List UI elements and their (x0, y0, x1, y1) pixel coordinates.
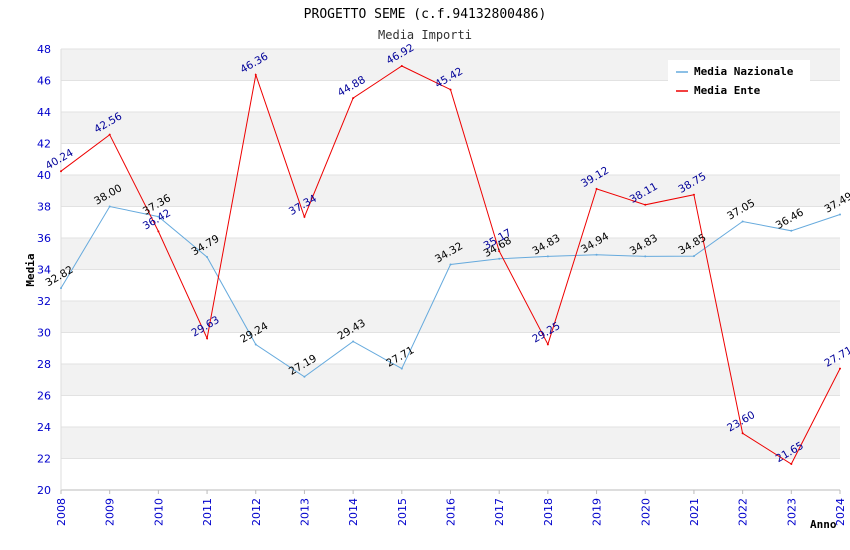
data-point (400, 367, 403, 370)
x-tick-label: 2023 (785, 498, 798, 526)
data-point (839, 213, 841, 216)
data-point (60, 170, 62, 173)
y-tick-label: 22 (37, 453, 51, 466)
data-point (790, 463, 793, 466)
x-tick-label: 2014 (347, 498, 360, 526)
y-tick-label: 28 (37, 358, 51, 371)
data-point (254, 343, 257, 346)
y-tick-label: 24 (37, 421, 51, 434)
x-tick-label: 2018 (542, 498, 555, 526)
data-point (108, 205, 111, 208)
data-point (254, 73, 257, 76)
data-point (206, 256, 209, 259)
data-point (692, 193, 695, 196)
x-tick-label: 2011 (201, 498, 214, 526)
grid-band (61, 301, 840, 333)
legend-box (668, 60, 810, 102)
data-point (498, 250, 501, 253)
x-tick-label: 2012 (250, 498, 263, 526)
data-point (644, 255, 647, 258)
data-point (595, 253, 598, 256)
y-tick-labels: 20 22 24 26 28 30 32 34 36 38 40 42 44 46 48 (37, 43, 51, 497)
series-line-media-nazionale (60, 205, 841, 378)
x-tick-label: 2021 (688, 498, 701, 526)
legend-label-media-nazionale: Media Nazionale (694, 65, 794, 78)
x-tick-label: 2009 (104, 498, 117, 526)
data-point (839, 367, 841, 370)
data-point (108, 133, 111, 136)
data-point (400, 65, 403, 68)
series-lines (60, 65, 841, 466)
data-point (546, 343, 549, 346)
data-point (741, 432, 744, 435)
grid-bands (61, 49, 840, 459)
x-tick-label: 2013 (298, 498, 311, 526)
data-point (449, 263, 452, 266)
grid-band (61, 112, 840, 144)
y-tick-label: 26 (37, 390, 51, 403)
x-tick-label: 2008 (55, 498, 68, 526)
legend: Media Nazionale Media Ente (668, 60, 810, 102)
chart-title: PROGETTO SEME (c.f.94132800486) (304, 7, 547, 22)
x-tick-label: 2016 (445, 498, 458, 526)
data-point (741, 220, 744, 223)
data-point (60, 287, 62, 290)
y-tick-label: 42 (37, 138, 51, 151)
data-point (303, 375, 306, 378)
data-point (352, 340, 355, 343)
y-tick-label: 36 (37, 232, 51, 245)
x-tick-label: 2010 (152, 498, 165, 526)
x-axis-title: Anno (810, 518, 837, 531)
x-tick-label: 2019 (591, 498, 604, 526)
data-label: 40.24 (43, 147, 75, 173)
data-label: 36.46 (774, 206, 806, 232)
x-tick-labels: 2008 2009 2010 2011 2012 2013 2014 2015 2016 2017… (55, 490, 847, 526)
data-point (595, 187, 598, 190)
data-point (546, 255, 549, 258)
y-tick-label: 38 (37, 201, 51, 214)
y-axis-title: Media (24, 253, 37, 286)
legend-label-media-ente: Media Ente (694, 84, 761, 97)
data-point (206, 337, 209, 340)
data-point (498, 257, 501, 260)
data-point (449, 88, 452, 91)
y-tick-label: 44 (37, 106, 51, 119)
grid-band (61, 175, 840, 207)
y-tick-label: 20 (37, 484, 51, 497)
data-point (303, 215, 306, 218)
y-tick-label: 46 (37, 75, 51, 88)
data-point (692, 255, 695, 258)
grid-band (61, 364, 840, 396)
x-tick-label: 2015 (396, 498, 409, 526)
chart-subtitle: Media Importi (378, 28, 472, 42)
x-tick-label: 2022 (737, 498, 750, 526)
data-point (157, 230, 160, 233)
data-point (644, 203, 647, 206)
x-tick-label: 2020 (639, 498, 652, 526)
x-tick-label: 2017 (493, 498, 506, 526)
y-tick-label: 40 (37, 169, 51, 182)
data-point (157, 215, 160, 218)
y-tick-label: 48 (37, 43, 51, 56)
y-tick-label: 34 (37, 264, 51, 277)
y-tick-label: 32 (37, 295, 51, 308)
data-point (352, 97, 355, 100)
data-point (790, 229, 793, 232)
x-tick-label: 2024 (834, 498, 847, 526)
grid-band (61, 427, 840, 459)
y-tick-label: 30 (37, 327, 51, 340)
